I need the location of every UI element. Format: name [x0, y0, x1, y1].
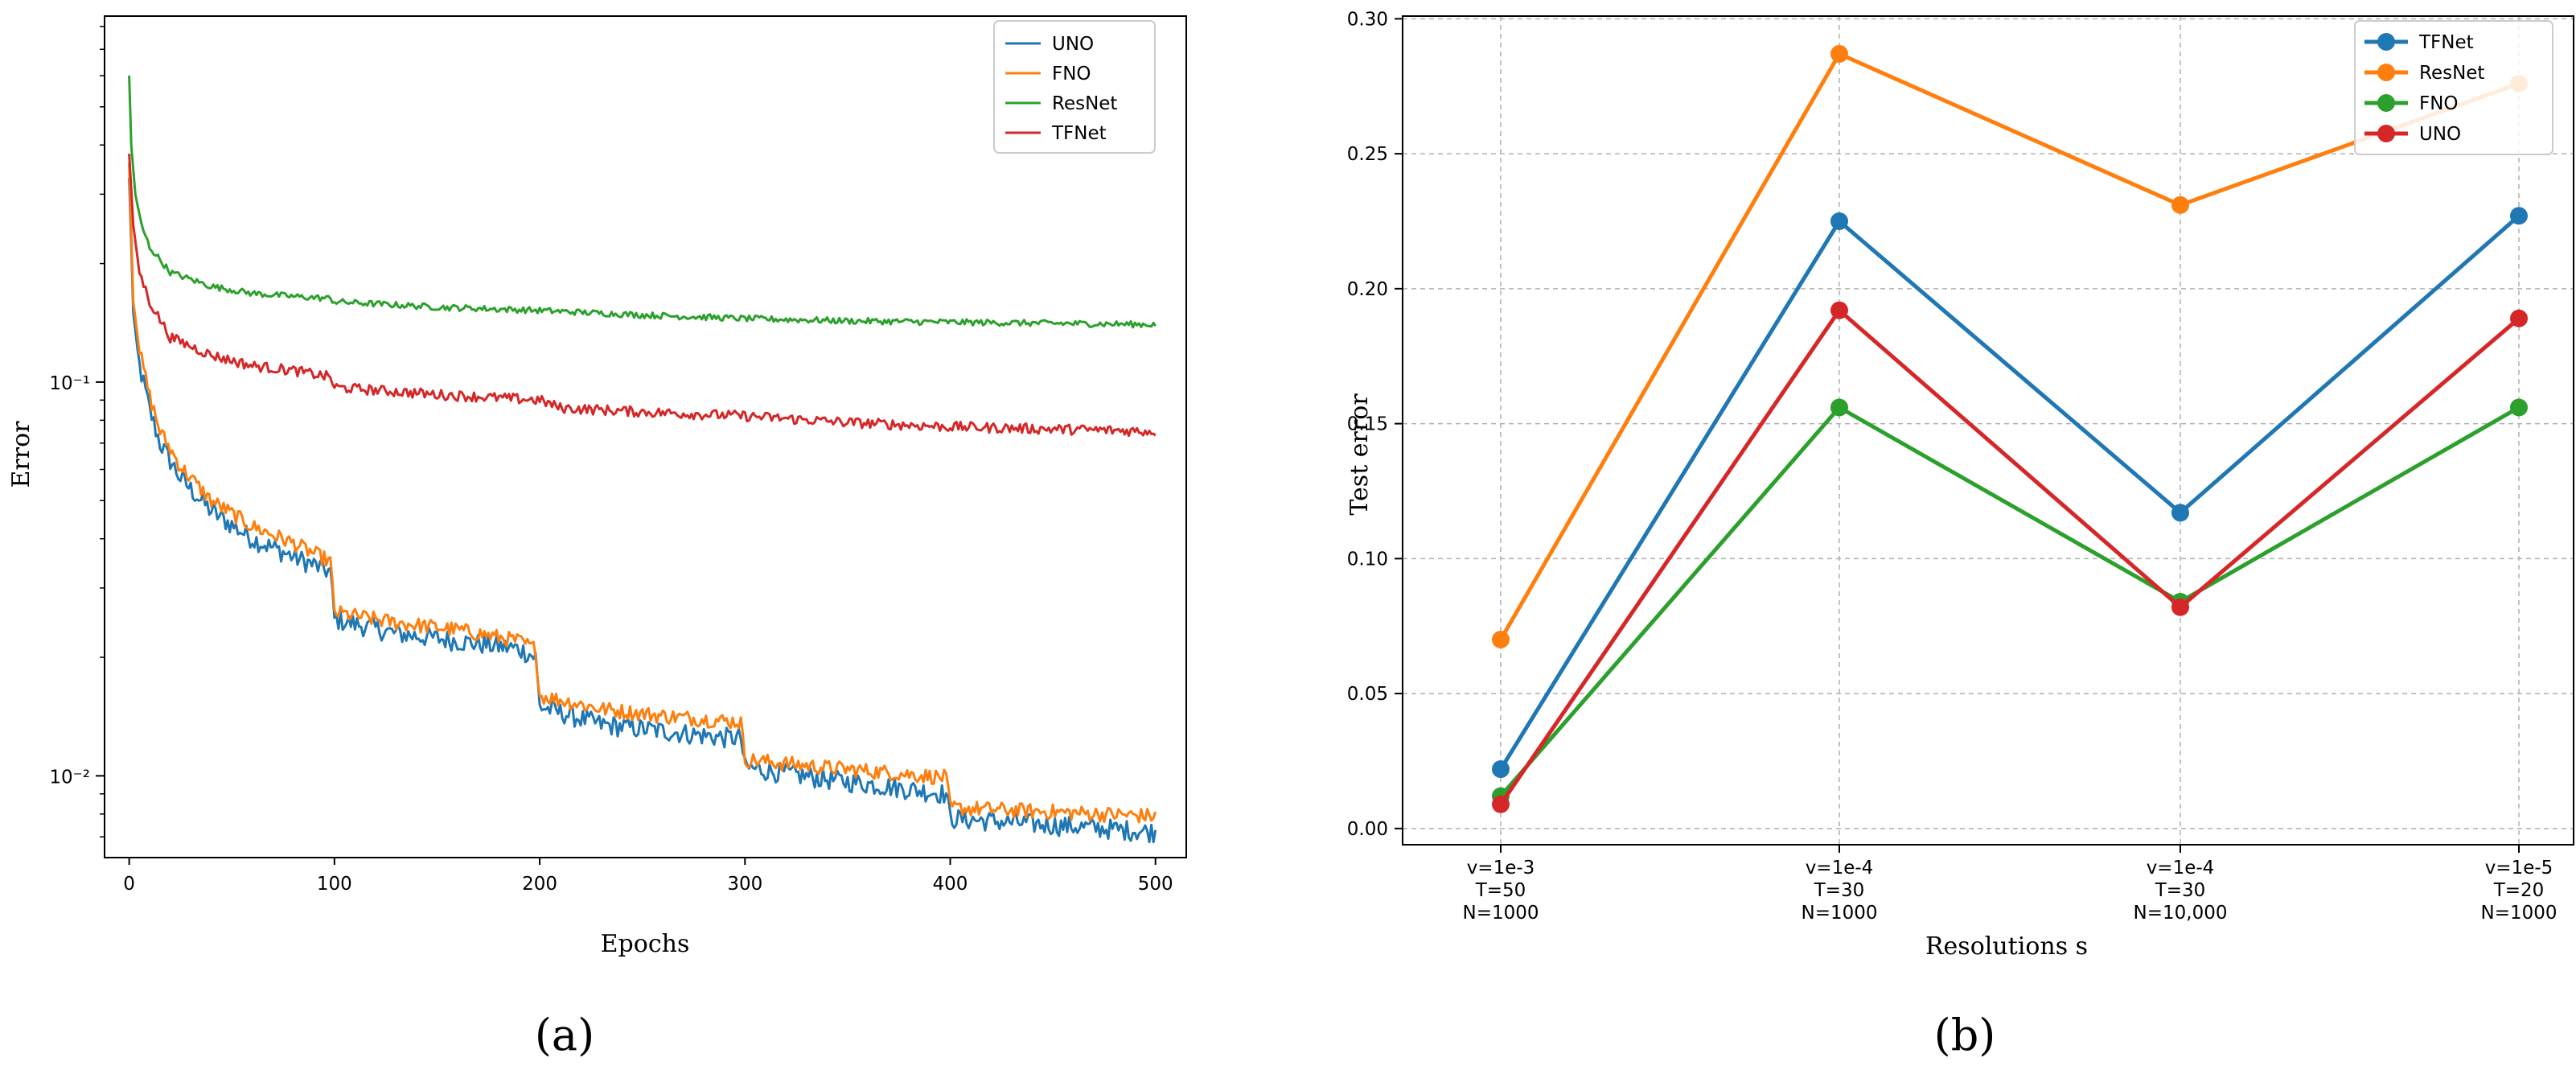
panel-a-y-tick-label: 10⁻² [49, 767, 90, 788]
panel-b-legend-marker-resnet [2377, 64, 2395, 81]
panel-b-series-resnet-point [1830, 44, 1848, 63]
panel-a-series-resnet-line [128, 75, 1157, 329]
panel-b-series-resnet-line [1498, 51, 2520, 641]
panel-b-x-tick-label: v=1e-4 T=30 N=1000 [1801, 858, 1877, 924]
panel-b-x-tick-line: N=1000 [1462, 903, 1539, 924]
panel-b-grid [1403, 16, 2574, 845]
panel-a-series-uno-line [128, 178, 1157, 844]
panel-b-x-tick-label: v=1e-5 T=20 N=1000 [2480, 858, 2557, 924]
panel-a-x-axis-label: Epochs [601, 930, 690, 958]
panel-b-series-tfnet-point [2171, 504, 2189, 522]
panel-b-x-tick-label: v=1e-3 T=50 N=1000 [1462, 858, 1539, 924]
panel-a-series [128, 75, 1157, 844]
panel-b-y-tick-label: 0.30 [1347, 9, 1388, 30]
panel-a-x-tick-label: 100 [317, 874, 352, 895]
panel-b-legend-marker-tfnet [2377, 33, 2395, 51]
panel-b-series-uno-point [1492, 795, 1510, 813]
panel-b-legend-label-uno: UNO [2419, 124, 2461, 145]
panel-b-legend-label-resnet: ResNet [2419, 63, 2484, 84]
panel-b-x-tick-line: T=30 [2155, 880, 2206, 901]
panel-b-series-tfnet-point [2510, 207, 2528, 225]
panel-b-series-uno-point [1830, 301, 1848, 319]
panel-b-legend-box [2354, 20, 2553, 155]
panel-b-x-tick-label: v=1e-4 T=30 N=10,000 [2134, 858, 2228, 924]
panel-b-caption: (b) [1934, 1010, 1996, 1060]
panel-a-x-tick-label: 300 [727, 874, 762, 895]
panel-b-series-uno-line [1498, 308, 2521, 806]
panel-b-series-resnet-point [1492, 631, 1510, 649]
panel-b-series-fno-point [2510, 398, 2528, 417]
panel-a-legend-label-uno: UNO [1052, 34, 1094, 55]
panel-b-y-axis-label: Test error [1346, 393, 1374, 516]
panel-b-series-tfnet-line [1498, 214, 2521, 771]
panel-b-x-tick-line: T=50 [1475, 880, 1526, 901]
panel-a-x-tick-label: 0 [123, 874, 135, 895]
panel-a: 0 100 200 300 400 500 10⁻² 10⁻¹ Epochs Error UN… [7, 15, 1187, 1060]
panel-b-x-tick-line: N=1000 [1801, 903, 1877, 924]
panel-b-legend-label-fno: FNO [2419, 93, 2459, 114]
panel-b-x-tick-line: T=20 [2493, 880, 2545, 901]
panel-b-y-tick-label: 0.05 [1347, 684, 1388, 705]
panel-a-legend-box [993, 20, 1156, 154]
panel-a-legend: UNO FNO ResNet TFNet [993, 20, 1156, 154]
panel-b-legend: TFNet ResNet FNO UNO [2354, 20, 2553, 155]
panel-b-series-fno-point [1830, 398, 1848, 417]
panel-b: 0.000.050.100.150.200.250.30v=1e-3 T=50 N=… [1346, 9, 2574, 1060]
panel-b-x-tick-line: N=10,000 [2134, 903, 2228, 924]
panel-a-series-fno-line [128, 163, 1157, 824]
panel-a-x-tick-label: 500 [1138, 874, 1173, 895]
panel-a-x-tick-label: 200 [522, 874, 557, 895]
panel-a-frame [104, 15, 1187, 858]
panel-b-x-tick-line: v=1e-3 [1467, 858, 1535, 879]
panel-a-y-axis-label: Error [7, 421, 35, 488]
panel-b-legend-marker-fno [2377, 94, 2395, 112]
panel-b-frame [1402, 15, 2574, 846]
panel-b-x-axis-label: Resolutions s [1925, 932, 2088, 961]
panel-b-series-uno-point [2171, 598, 2189, 616]
panel-b-series-tfnet-point [1492, 760, 1510, 779]
panel-b-y-tick-label: 0.20 [1347, 279, 1388, 300]
panel-b-series-uno-point [2510, 309, 2528, 327]
panel-b-y-tick-label: 0.25 [1347, 144, 1388, 165]
panel-b-y-tick-label: 0.10 [1347, 549, 1388, 570]
panel-b-series [1492, 44, 2528, 813]
panel-b-x-tick-line: T=30 [1814, 880, 1865, 901]
panel-b-x-tick-line: v=1e-4 [1806, 858, 1874, 879]
panel-b-series-tfnet-point [1830, 212, 1848, 230]
panel-b-x-tick-line: N=1000 [2480, 903, 2557, 924]
panel-a-x-tick-label: 400 [933, 874, 968, 895]
panel-b-y-tick-label: 0.00 [1347, 819, 1388, 840]
panel-a-legend-label-tfnet: TFNet [1051, 123, 1107, 144]
panel-a-y-tick-label: 10⁻¹ [49, 373, 90, 394]
panel-a-series-tfnet-line [128, 154, 1157, 438]
panel-a-legend-label-resnet: ResNet [1052, 93, 1117, 114]
panel-b-legend-marker-uno [2377, 125, 2395, 142]
panel-b-legend-label-tfnet: TFNet [2418, 32, 2474, 53]
panel-b-x-tick-line: v=1e-4 [2147, 858, 2215, 879]
panel-b-series-resnet-point [2171, 195, 2189, 214]
panel-a-caption: (a) [535, 1010, 594, 1060]
panel-b-series-fno-line [1499, 405, 2521, 798]
panel-a-legend-label-fno: FNO [1052, 64, 1091, 84]
panel-b-x-tick-line: v=1e-5 [2485, 858, 2553, 879]
panel-b-y-tick-label: 0.15 [1347, 414, 1388, 435]
